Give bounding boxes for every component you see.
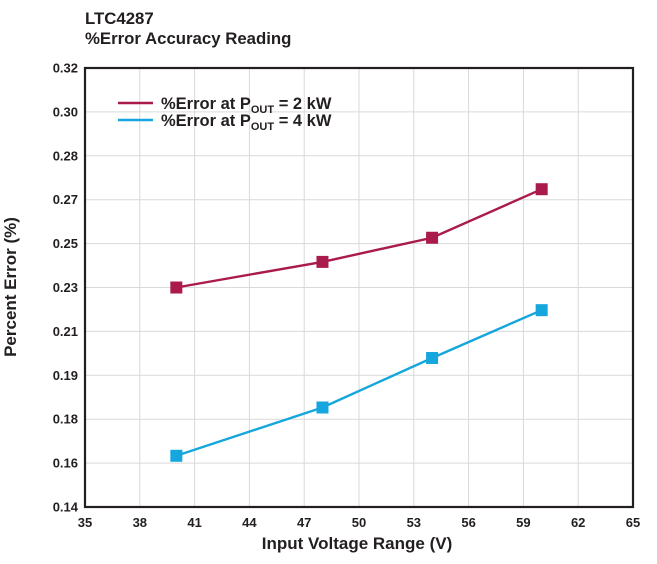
svg-text:53: 53 <box>407 515 421 530</box>
svg-text:Input Voltage Range (V): Input Voltage Range (V) <box>262 534 452 553</box>
svg-text:44: 44 <box>242 515 257 530</box>
svg-text:0.25: 0.25 <box>53 236 78 251</box>
svg-text:56: 56 <box>461 515 475 530</box>
svg-text:65: 65 <box>626 515 640 530</box>
svg-text:0.32: 0.32 <box>53 61 78 76</box>
svg-text:0.18: 0.18 <box>53 412 78 427</box>
svg-text:0.16: 0.16 <box>53 456 78 471</box>
svg-text:0.30: 0.30 <box>53 104 78 119</box>
svg-text:0.28: 0.28 <box>53 148 78 163</box>
svg-text:0.23: 0.23 <box>53 280 78 295</box>
svg-text:41: 41 <box>187 515 201 530</box>
svg-text:0.21: 0.21 <box>53 324 78 339</box>
svg-text:%Error at POUT = 4 kW: %Error at POUT = 4 kW <box>161 112 332 133</box>
svg-text:59: 59 <box>516 515 530 530</box>
svg-text:50: 50 <box>352 515 366 530</box>
svg-text:38: 38 <box>133 515 147 530</box>
svg-text:47: 47 <box>297 515 311 530</box>
svg-text:62: 62 <box>571 515 585 530</box>
svg-text:35: 35 <box>78 515 92 530</box>
svg-text:0.27: 0.27 <box>53 192 78 207</box>
svg-text:0.14: 0.14 <box>53 500 79 515</box>
svg-text:0.19: 0.19 <box>53 368 78 383</box>
svg-text:Percent Error (%): Percent Error (%) <box>1 217 20 357</box>
